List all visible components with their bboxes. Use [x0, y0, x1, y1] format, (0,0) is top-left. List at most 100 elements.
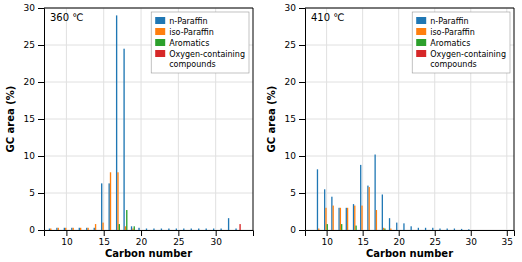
bar [220, 229, 221, 230]
legend-swatch [416, 39, 426, 46]
bar [108, 183, 109, 230]
tick-mark [299, 8, 305, 9]
legend-swatch [155, 39, 165, 46]
tick-label: 35 [502, 237, 513, 247]
bar [168, 229, 169, 230]
grid-line-x [326, 8, 327, 230]
grid-line-y [305, 8, 514, 9]
frame [44, 8, 253, 9]
tick: 15 [285, 114, 305, 124]
tick-label: 5 [29, 188, 35, 198]
bar [153, 229, 154, 230]
tick-mark [399, 230, 400, 236]
bar [117, 172, 118, 230]
bar [228, 218, 229, 230]
bar [439, 229, 440, 230]
x-axis-title: Carbon number [105, 248, 192, 259]
legend-label: iso-Paraffin [430, 28, 475, 37]
tick-mark [104, 230, 105, 236]
series [317, 155, 470, 230]
bar [56, 228, 57, 230]
grid-line-x [103, 8, 104, 230]
tick-label: 30 [285, 3, 297, 13]
bar [80, 228, 81, 230]
tick: 20 [285, 77, 305, 87]
bar [94, 228, 95, 230]
grid-line-y [305, 156, 514, 157]
legend: n-Paraffiniso-ParaffinAromaticsOxygen-co… [412, 12, 510, 73]
bar [131, 226, 132, 230]
tick-label: 0 [290, 225, 296, 235]
bar [340, 208, 341, 230]
bar [79, 228, 80, 230]
bar [361, 206, 362, 230]
legend-swatch [416, 17, 426, 24]
legend-swatch [155, 17, 165, 24]
legend-label: iso-Paraffin [169, 28, 214, 37]
tick-mark [507, 230, 508, 236]
bar [317, 169, 318, 230]
bar [87, 228, 88, 230]
tick-mark [299, 82, 305, 83]
legend-swatch [155, 28, 165, 35]
tick: 10 [24, 151, 44, 161]
tick-label: 20 [393, 237, 405, 247]
bar [318, 229, 319, 230]
bar [382, 194, 383, 230]
tick: 10 [61, 230, 73, 247]
bar [360, 165, 361, 230]
tick-label: 25 [429, 237, 440, 247]
bar [176, 229, 177, 230]
legend-label: Aromatics [169, 39, 209, 48]
tick-label: 30 [24, 3, 36, 13]
grid-line-y [305, 82, 514, 83]
tick: 15 [24, 114, 44, 124]
tick: 30 [285, 3, 305, 13]
bar [58, 228, 59, 230]
figure: 1015202530051015202530Carbon numberGC ar… [0, 0, 522, 262]
bar [64, 228, 65, 230]
grid-line-y [44, 156, 253, 157]
bar [324, 189, 325, 230]
tick: 25 [24, 40, 44, 50]
tick-label: 15 [285, 114, 296, 124]
series [50, 172, 133, 230]
tick-mark [216, 230, 217, 236]
grid-line-x [398, 8, 399, 230]
tick: 15 [98, 230, 109, 247]
tick-mark [299, 230, 305, 231]
tick-mark [299, 45, 305, 46]
tick-label: 0 [29, 225, 35, 235]
bar [191, 229, 192, 230]
series [119, 210, 135, 230]
tick: 20 [24, 77, 44, 87]
grid-line-x [66, 8, 67, 230]
bar [447, 229, 448, 230]
legend-frame [412, 12, 510, 73]
tick-mark [471, 230, 472, 236]
legend-label: Aromatics [430, 39, 470, 48]
tick-mark [178, 230, 179, 236]
bar [116, 15, 117, 230]
legend-label: n-Paraffin [169, 17, 207, 26]
series [327, 224, 386, 230]
bar [132, 229, 133, 230]
bar [346, 208, 347, 230]
tick-label: 20 [136, 237, 148, 247]
bar [454, 229, 455, 230]
grid-line-y [44, 119, 253, 120]
bar [355, 226, 356, 230]
tick-mark [38, 230, 44, 231]
tick-mark [141, 230, 142, 236]
grid-line-y [44, 193, 253, 194]
grid-line-y [305, 193, 514, 194]
tick: 0 [290, 225, 305, 235]
tick: 20 [393, 230, 405, 247]
bar [65, 228, 66, 230]
legend-label: n-Paraffin [430, 17, 468, 26]
tick: 35 [502, 230, 513, 247]
tick-label: 30 [466, 237, 478, 247]
y-axis: 051015202530 [285, 3, 306, 235]
tick: 20 [136, 230, 148, 247]
bar [138, 228, 139, 230]
